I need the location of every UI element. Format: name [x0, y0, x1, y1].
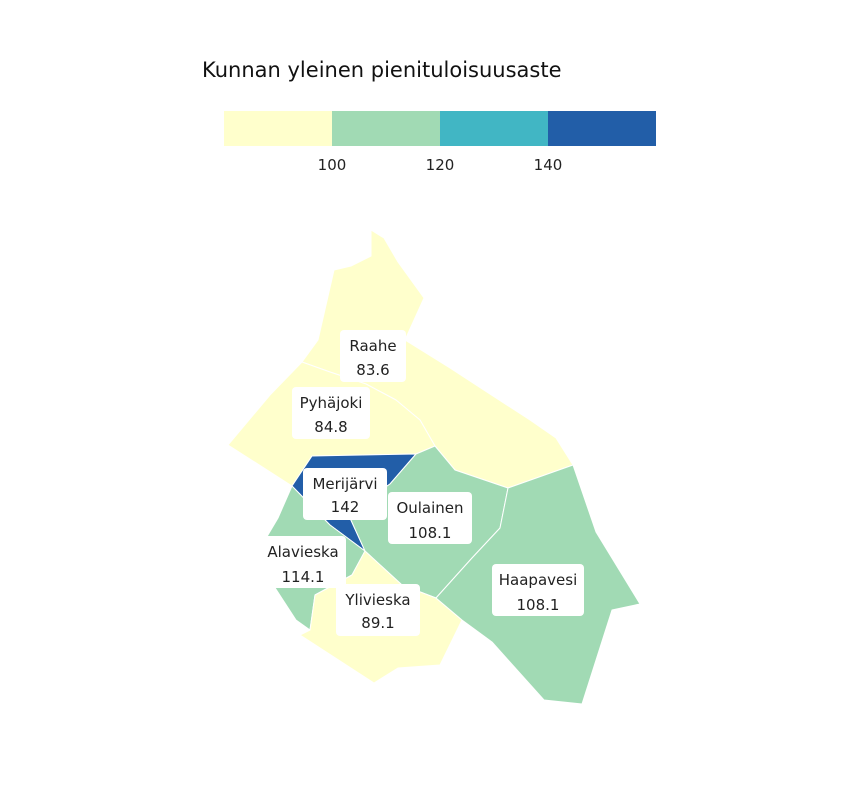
label-pyhajoki: Pyhäjoki 84.8: [292, 387, 370, 439]
label-alavieska: Alavieska 114.1: [260, 536, 346, 588]
region-labels: Raahe 83.6 Pyhäjoki 84.8 Merijärvi 142 O…: [260, 330, 584, 636]
region-value: 142: [331, 498, 360, 516]
label-merijarvi: Merijärvi 142: [303, 468, 387, 520]
label-box: [292, 387, 370, 439]
region-name: Raahe: [349, 337, 396, 355]
legend-tick-120: 120: [426, 156, 455, 174]
region-value: 108.1: [409, 524, 452, 542]
label-box: [492, 564, 584, 616]
region-name: Merijärvi: [312, 475, 377, 493]
region-value: 114.1: [282, 568, 325, 586]
region-name: Ylivieska: [344, 591, 410, 609]
region-value: 89.1: [361, 614, 394, 632]
region-name: Pyhäjoki: [300, 394, 363, 412]
legend-tick-100: 100: [318, 156, 347, 174]
legend-swatch-4: [548, 111, 656, 146]
label-box: [260, 536, 346, 588]
label-raahe: Raahe 83.6: [340, 330, 406, 382]
region-name: Oulainen: [396, 499, 463, 517]
legend-swatch-2: [332, 111, 440, 146]
region-value: 108.1: [517, 596, 560, 614]
region-name: Alavieska: [267, 543, 338, 561]
label-haapavesi: Haapavesi 108.1: [492, 564, 584, 616]
region-value: 84.8: [314, 418, 347, 436]
label-box: [336, 584, 420, 636]
legend: Kunnan yleinen pienituloisuusaste 100 12…: [202, 58, 656, 174]
legend-title: Kunnan yleinen pienituloisuusaste: [202, 58, 562, 82]
label-box: [303, 468, 387, 520]
label-ylivieska: Ylivieska 89.1: [336, 584, 420, 636]
label-oulainen: Oulainen 108.1: [388, 492, 472, 544]
legend-tick-140: 140: [534, 156, 563, 174]
regions: [227, 229, 641, 705]
region-value: 83.6: [356, 361, 389, 379]
legend-swatch-3: [440, 111, 548, 146]
region-name: Haapavesi: [499, 571, 577, 589]
legend-swatch-1: [224, 111, 332, 146]
label-box: [340, 330, 406, 382]
label-box: [388, 492, 472, 544]
